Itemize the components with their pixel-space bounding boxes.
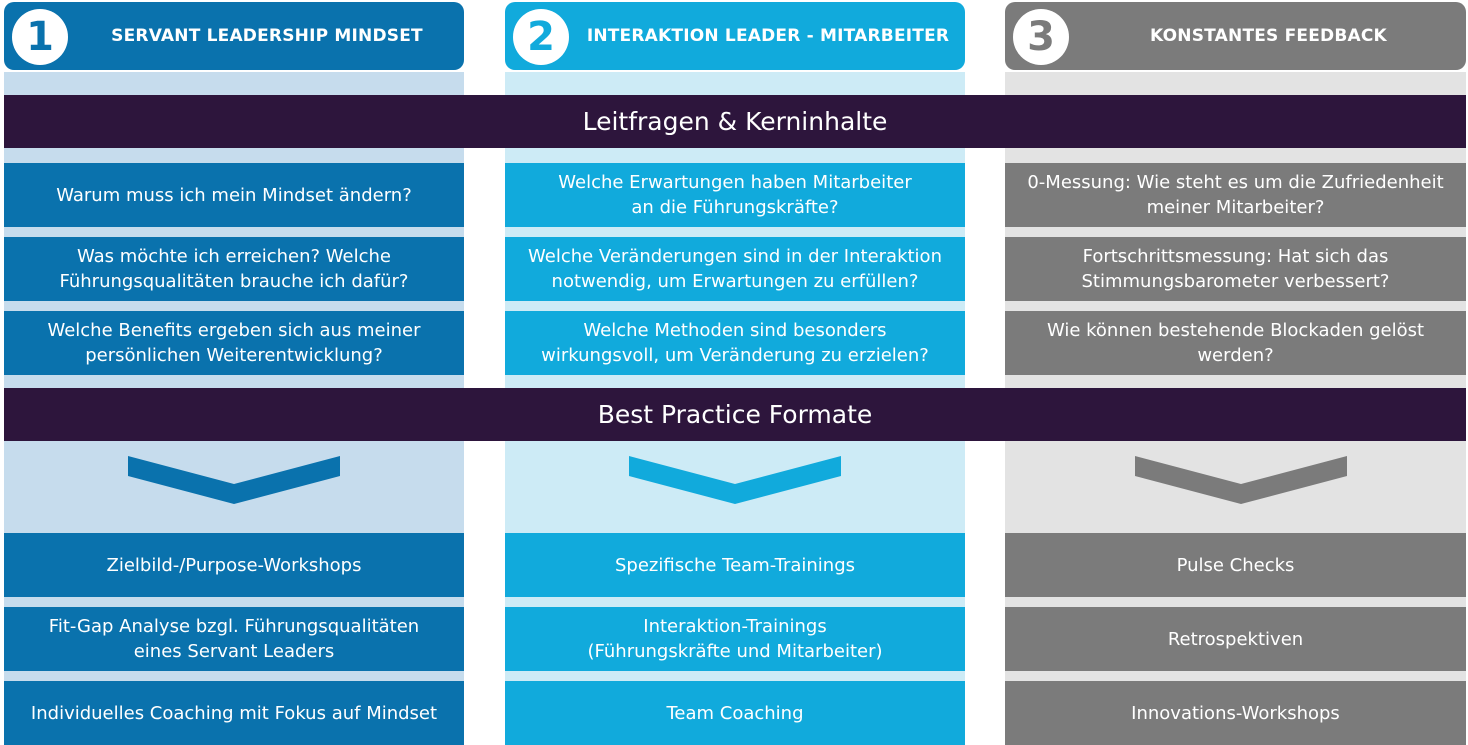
chevron-down-icon [128,456,340,504]
question-text: 0-Messung: Wie steht es um die Zufrieden… [1027,172,1444,218]
question-box: Welche Erwartungen haben Mitarbeiter an d… [505,163,965,227]
format-box: Fit-Gap Analyse bzgl. Führungsqualitäten… [4,607,464,671]
question-text: Welche Erwartungen haben Mitarbeiter an d… [558,172,912,218]
question-box: Welche Methoden sind besonders wirkungsvo… [505,311,965,375]
column-2-header: 2 INTERAKTION LEADER - MITARBEITER [505,2,965,70]
question-text: Wie können bestehende Blockaden gelöst we… [1046,320,1425,366]
format-box: Team Coaching [505,681,965,745]
format-box: Pulse Checks [1005,533,1466,597]
question-box: Welche Veränderungen sind in der Interak… [505,237,965,301]
band-formats: Best Practice Formate [4,388,1466,441]
format-text: Individuelles Coaching mit Fokus auf Min… [30,702,438,724]
question-box: Fortschrittsmessung: Hat sich das Stimmun… [1005,237,1466,301]
format-box: Interaktion-Trainings (Führungskräfte und… [505,607,965,671]
format-text: Innovations-Workshops [1131,702,1340,724]
column-3-title: KONSTANTES FEEDBACK [1150,26,1387,46]
format-text: Fit-Gap Analyse bzgl. Führungsqualitäten… [48,616,420,662]
question-text: Was möchte ich erreichen? Welche Führungs… [59,246,409,292]
column-1-header: 1 SERVANT LEADERSHIP MINDSET [4,2,464,70]
question-box: Was möchte ich erreichen? Welche Führungs… [4,237,464,301]
question-text: Fortschrittsmessung: Hat sich das Stimmun… [1081,246,1390,292]
format-box: Zielbild-/Purpose-Workshops [4,533,464,597]
question-box: Welche Benefits ergeben sich aus meiner p… [4,311,464,375]
format-box: Individuelles Coaching mit Fokus auf Min… [4,681,464,745]
step-number-1: 1 [12,9,68,65]
format-box: Retrospektiven [1005,607,1466,671]
chevron-down-icon [1135,456,1347,504]
column-3-header: 3 KONSTANTES FEEDBACK [1005,2,1466,70]
format-text: Zielbild-/Purpose-Workshops [106,554,362,576]
question-box: Warum muss ich mein Mindset ändern? [4,163,464,227]
format-text: Pulse Checks [1176,554,1295,576]
column-2-title: INTERAKTION LEADER - MITARBEITER [586,26,950,46]
question-text: Warum muss ich mein Mindset ändern? [56,184,412,206]
question-box: 0-Messung: Wie steht es um die Zufrieden… [1005,163,1466,227]
question-box: Wie können bestehende Blockaden gelöst we… [1005,311,1466,375]
chevron-down-icon [629,456,841,504]
format-box: Spezifische Team-Trainings [505,533,965,597]
format-text: Team Coaching [666,702,804,724]
format-text: Spezifische Team-Trainings [614,554,855,576]
format-text: Interaktion-Trainings (Führungskräfte und… [587,616,883,662]
format-text: Retrospektiven [1167,628,1304,650]
question-text: Welche Veränderungen sind in der Interak… [528,246,942,292]
question-text: Welche Benefits ergeben sich aus meiner p… [47,320,421,366]
column-1-title: SERVANT LEADERSHIP MINDSET [111,26,423,46]
question-text: Welche Methoden sind besonders wirkungsvo… [541,320,929,366]
step-number-3: 3 [1013,9,1069,65]
band-questions: Leitfragen & Kerninhalte [4,95,1466,148]
format-box: Innovations-Workshops [1005,681,1466,745]
step-number-2: 2 [513,9,569,65]
